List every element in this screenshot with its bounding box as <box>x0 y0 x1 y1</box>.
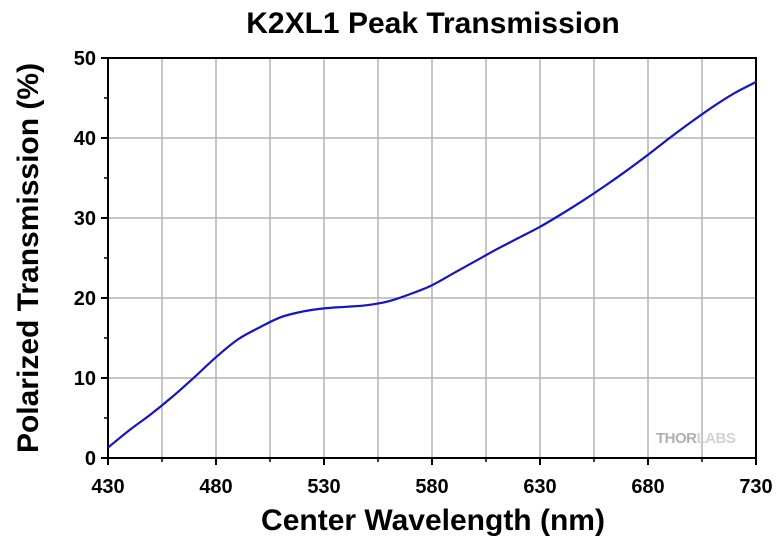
y-tick-labels: 0 10 20 30 40 50 <box>74 48 96 470</box>
x-tick-label: 680 <box>631 476 664 498</box>
y-tick-label: 50 <box>74 48 96 70</box>
x-tick-label: 480 <box>199 476 232 498</box>
series-layer <box>107 81 757 449</box>
x-tick-label: 580 <box>415 476 448 498</box>
watermark-logo: THORLABS <box>656 430 736 447</box>
y-tick-label: 0 <box>85 448 96 470</box>
axis-ticks <box>101 57 757 465</box>
x-axis-title: Center Wavelength (nm) <box>261 504 605 537</box>
grid <box>108 58 756 458</box>
y-tick-label: 20 <box>74 288 96 310</box>
thorlabs-watermark: THORLABS <box>656 430 736 447</box>
x-tick-label: 630 <box>523 476 556 498</box>
x-tick-labels: 430 480 530 580 630 680 730 <box>91 476 772 498</box>
y-axis-title: Polarized Transmission (%) <box>12 63 45 453</box>
x-tick-label: 430 <box>91 476 124 498</box>
chart-title: K2XL1 Peak Transmission <box>246 7 620 40</box>
y-tick-label: 40 <box>74 128 96 150</box>
y-tick-label: 30 <box>74 208 96 230</box>
x-tick-label: 730 <box>739 476 772 498</box>
series-line-k2xl1 <box>107 81 757 449</box>
x-tick-label: 530 <box>307 476 340 498</box>
y-tick-label: 10 <box>74 368 96 390</box>
